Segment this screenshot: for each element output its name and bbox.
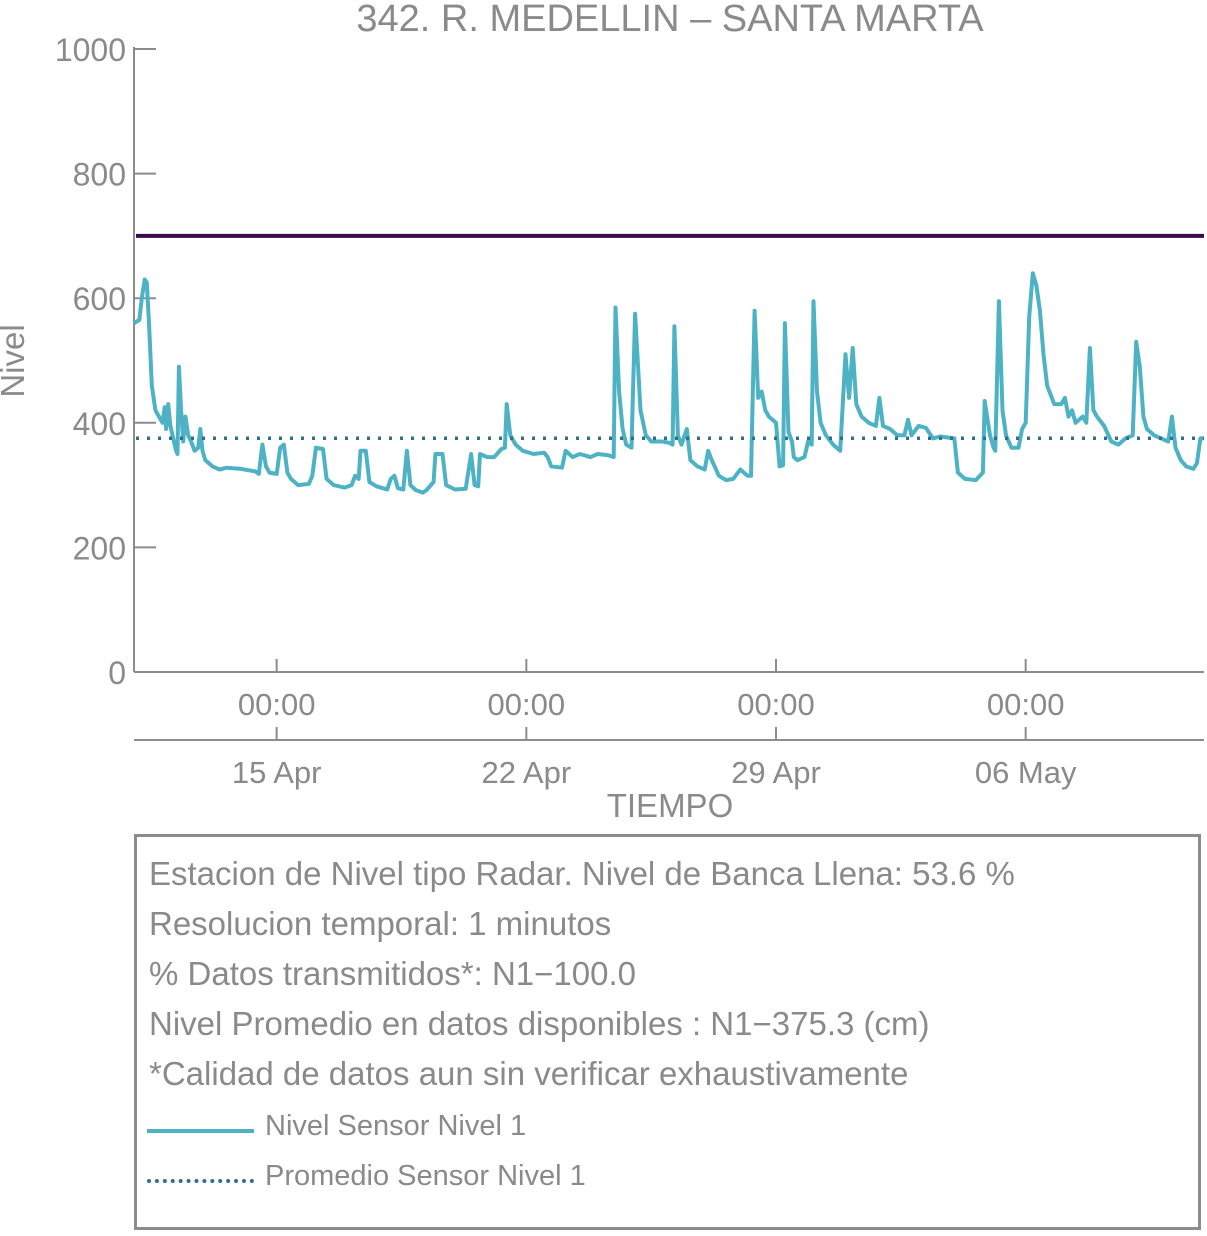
- y-axis-label: Nivel: [0, 324, 31, 397]
- series-line-sensor-level: [132, 271, 1204, 495]
- x-time-tick-label: 00:00: [238, 687, 316, 722]
- x-time-tick-label: 00:00: [488, 687, 566, 722]
- y-tick-label: 200: [73, 530, 126, 566]
- x-date-tick-label: 29 Apr: [731, 755, 821, 790]
- info-station-type: Estacion de Nivel tipo Radar. Nivel de B…: [149, 855, 1015, 892]
- chart-title: 342. R. MEDELLIN – SANTA MARTA: [356, 0, 984, 40]
- info-temporal-resolution: Resolucion temporal: 1 minutos: [149, 905, 612, 942]
- info-data-transmitted: % Datos transmitidos*: N1−100.0: [149, 955, 636, 992]
- info-quality-note: *Calidad de datos aun sin verificar exha…: [149, 1055, 909, 1092]
- x-time-tick-label: 00:00: [737, 687, 815, 722]
- legend-label-average: Promedio Sensor Nivel 1: [265, 1160, 586, 1192]
- x-date-tick-label: 22 Apr: [482, 755, 572, 790]
- legend-solid-line-icon: [147, 1129, 254, 1133]
- legend-label-sensor: Nivel Sensor Nivel 1: [265, 1110, 527, 1142]
- x-axis-label: TIEMPO: [607, 787, 734, 824]
- y-axis-ticks: 0 200 400 600 800 1000: [55, 32, 156, 691]
- info-average-level: Nivel Promedio en datos disponibles : N1…: [149, 1005, 930, 1042]
- x-time-tick-label: 00:00: [987, 687, 1065, 722]
- y-tick-label: 1000: [55, 32, 126, 68]
- y-tick-label: 0: [108, 655, 126, 691]
- info-legend-box: Estacion de Nivel tipo Radar. Nivel de B…: [134, 834, 1201, 1230]
- y-tick-label: 800: [73, 157, 126, 193]
- legend-dotted-line-icon: [147, 1179, 254, 1183]
- y-tick-label: 400: [73, 406, 126, 442]
- y-tick-label: 600: [73, 281, 126, 317]
- plot-area: [132, 233, 1204, 495]
- x-axis-ticks: 00:00 00:00 00:00 00:00 15 Apr 22 Apr 29 Apr 06…: [232, 659, 1077, 790]
- x-date-tick-label: 06 May: [975, 755, 1077, 790]
- x-date-tick-label: 15 Apr: [232, 755, 322, 790]
